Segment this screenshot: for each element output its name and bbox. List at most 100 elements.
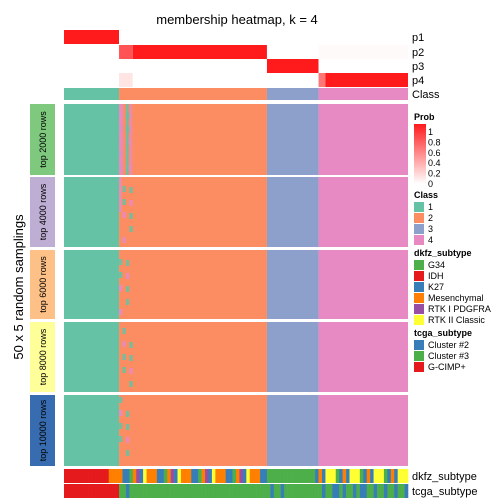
dkfz-cell-49 [232,469,237,483]
dkfz-cell-89 [370,469,374,483]
tcga-cell-45 [218,484,223,498]
row-group-labels: top 2000 rows top 4000 rows top 6000 rows t… [30,104,55,466]
cell-b0-stripe-b [125,104,129,175]
dkfz-cell-70 [304,469,309,483]
tcga-cell-46 [222,484,226,498]
dkfz-cell-97 [397,469,402,483]
legend-title-2: dkfz_subtype [414,248,472,258]
cell-b3-s17-3 [122,367,126,373]
tcga-cell-82 [346,484,350,498]
dkfz-cell-64 [284,469,288,483]
tcga-cell-43 [211,484,216,498]
legend-2-swatch-2 [414,282,424,292]
track-p3-segment-1 [266,59,319,73]
cell-b0-stripe-a [119,104,124,175]
tcga-cell-20 [132,484,137,498]
top-annotation-tracks: p1 p2 p3 p4 Class [64,30,440,101]
legends: Prob10.80.60.40.20Class1234dkfz_subtypeG… [414,112,491,372]
block-3-class-3 [266,322,319,392]
dkfz-cell-33 [177,469,182,483]
tcga-cell-23 [143,484,147,498]
dkfz-cell-82 [346,469,350,483]
dkfz-cell-25 [150,469,154,483]
dkfz-cell-92 [380,469,385,483]
tcga-cell-81 [342,484,347,498]
dkfz-cell-15 [115,469,120,483]
legend-3-label-0: Cluster #2 [428,340,469,350]
dkfz-cell-38 [194,469,199,483]
cell-b3-s17-2 [122,354,126,360]
class-track-segment-3 [318,88,408,100]
track-label-p4: p4 [412,75,424,87]
tcga-cell-59 [266,484,271,498]
cell-b1-s17-1 [122,186,126,192]
block-3-class-4 [318,322,408,392]
tcga-cell-39 [198,484,202,498]
dkfz-cell-66 [291,469,295,483]
tcga-cell-57 [260,484,264,498]
block-4-class-4 [318,395,408,466]
track-p1-segment-1 [119,30,133,44]
tcga-cell-16 [119,484,123,498]
tcga-cell-6 [84,484,89,498]
tcga-cell-18 [125,484,130,498]
block-1-class-1 [64,177,120,247]
block-4-class-2 [119,395,267,466]
tcga-cell-11 [101,484,106,498]
cell-b4-s18-2 [125,437,130,443]
dkfz-cell-47 [225,469,230,483]
dkfz-cell-88 [366,469,371,483]
cell-b2-s18-2 [125,286,130,292]
prob-gradient-bar [414,124,426,184]
cell-b3-s17-1 [122,341,126,347]
dkfz-cell-60 [270,469,275,483]
dkfz-cell-91 [377,469,381,483]
dkfz-cell-56 [256,469,261,483]
tcga-cell-93 [383,484,388,498]
tcga-cell-55 [253,484,257,498]
tcga-cell-47 [225,484,230,498]
row-group-label-2: top 6000 rows [38,256,48,313]
dkfz-cell-51 [239,469,244,483]
cell-b2-s16-3 [119,285,123,291]
cell-b4-s16-1 [119,410,123,416]
tcga-cell-89 [370,484,374,498]
tcga-cell-83 [349,484,354,498]
dkfz-cell-24 [146,469,151,483]
tcga-cell-24 [146,484,151,498]
dkfz-cell-69 [301,469,306,483]
track-label-tcga: tcga_subtype [412,486,477,498]
dkfz-cell-63 [280,469,285,483]
cell-b4-s18-3 [125,450,130,456]
dkfz-cell-36 [187,469,192,483]
cell-b3-s17-0 [122,328,126,334]
tcga-cell-99 [404,484,409,498]
legend-1-label-0: 1 [428,202,433,212]
dkfz-cell-62 [277,469,282,483]
tcga-cell-38 [194,484,199,498]
cell-b2-s16-1 [119,259,123,265]
class-track-segment-0 [64,88,120,100]
tcga-cell-87 [363,484,368,498]
tcga-cell-92 [380,484,385,498]
row-group-label-3: top 8000 rows [38,328,48,385]
cell-b1-s17-3 [122,212,126,218]
tcga-cell-21 [136,484,140,498]
tcga-cell-36 [187,484,192,498]
dkfz-cell-68 [297,469,302,483]
tcga-cell-85 [356,484,361,498]
track-label-Class: Class [412,89,440,101]
dkfz-cell-95 [390,469,395,483]
legend-title-3: tcga_subtype [414,328,472,338]
tcga-cell-0 [64,484,68,498]
tcga-cell-8 [91,484,96,498]
y-axis-label: 50 x 5 random samplings [11,214,26,360]
legend-1-swatch-0 [414,202,424,212]
dkfz-cell-79 [335,469,340,483]
tcga-cell-95 [390,484,395,498]
dkfz-cell-8 [91,469,96,483]
cell-b2-s18-1 [125,273,130,279]
dkfz-cell-0 [64,469,68,483]
block-0-class-1 [64,104,120,175]
block-1-class-3 [266,177,319,247]
